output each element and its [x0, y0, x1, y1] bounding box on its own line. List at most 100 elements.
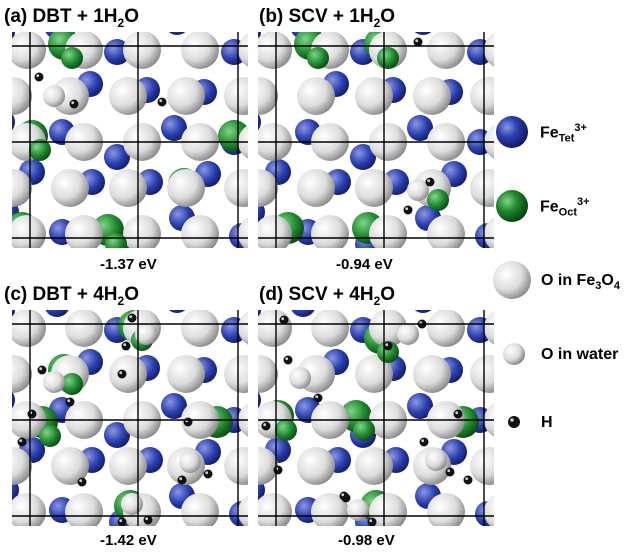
- h-atom-highlight: [79, 479, 83, 483]
- h-atom: [383, 341, 393, 351]
- o-fe3o4-atom: [258, 169, 278, 207]
- fe-tet-atom: [407, 115, 433, 141]
- h-atom-highlight: [19, 439, 23, 443]
- h-atom: [279, 315, 289, 325]
- fe-tet-atom: [168, 32, 186, 35]
- o-fe3o4-atom: [413, 77, 451, 115]
- o-fe3o4-atom: [12, 215, 46, 248]
- o-fe3o4-atom: [427, 310, 465, 347]
- fe-oct-atom: [427, 189, 449, 211]
- o-fe3o4-atom: [484, 495, 494, 526]
- o-fe3o4-atom: [258, 447, 278, 485]
- o-fe3o4-atom: [12, 493, 46, 526]
- o-fe3o4-atom: [12, 310, 46, 347]
- fe-tet-atom: [407, 393, 433, 419]
- o-fe3o4-atom: [12, 355, 32, 393]
- h-atom: [37, 365, 47, 375]
- o-fe3o4-atom: [258, 215, 292, 248]
- o-fe3o4-atom: [51, 169, 89, 207]
- o-fe3o4-atom: [427, 493, 465, 526]
- panel-a-title: (a) DBT + 1H2O: [4, 6, 139, 30]
- h-atom-highlight: [315, 395, 319, 399]
- o-fe3o4-atom: [470, 355, 494, 393]
- o-fe3o4-atom: [224, 355, 248, 393]
- fe-tet-atom: [168, 310, 186, 313]
- fe-tet-atom: [161, 115, 187, 141]
- o-fe3o4-atom: [484, 217, 494, 248]
- o-fe3o4-atom: [258, 493, 292, 526]
- o-fe3o4-legend-label: O in Fe3O4: [541, 272, 620, 293]
- h-atom-highlight: [285, 357, 289, 361]
- fe-tet-atom: [414, 310, 432, 313]
- fe-oct-atom: [377, 47, 399, 69]
- h-atom-highlight: [71, 101, 75, 105]
- o-fe3o4-atom: [109, 355, 147, 393]
- fe-tet-atom: [45, 310, 69, 317]
- fe-tet-atom: [12, 113, 15, 131]
- h-atom-highlight: [36, 74, 40, 78]
- h-atom-highlight: [39, 367, 43, 371]
- o-fe3o4-atom: [297, 77, 335, 115]
- h-atom-highlight: [455, 411, 459, 415]
- h-atom: [183, 417, 193, 427]
- panel-d-title: (d) SCV + 4H2O: [259, 284, 396, 308]
- o-fe3o4-atom: [12, 77, 32, 115]
- h-atom: [17, 437, 27, 447]
- slab-model-d: [258, 310, 494, 526]
- o-water-legend-label: O in water: [541, 346, 619, 363]
- o-fe3o4-legend-sphere: [493, 261, 531, 299]
- h-atom: [453, 409, 463, 419]
- h-atom-highlight: [119, 519, 123, 523]
- fe-tet-atom: [104, 144, 130, 170]
- o-fe3o4-atom: [123, 32, 161, 69]
- o-fe3o4-atom: [258, 77, 278, 115]
- h-atom: [69, 99, 79, 109]
- fe-tet-atom: [12, 391, 15, 409]
- fe-tet-atom: [104, 422, 130, 448]
- o-water-atom: [43, 371, 65, 393]
- o-fe3o4-atom: [413, 355, 451, 393]
- panel-b-energy: -0.94 eV: [336, 256, 393, 273]
- h-atom-highlight: [281, 317, 285, 321]
- h-atom: [117, 517, 127, 526]
- h-atom-highlight: [385, 343, 389, 347]
- fe-oct-atom: [275, 419, 297, 441]
- fe-oct-legend-label: FeOct3+: [540, 196, 590, 219]
- o-water-atom: [347, 499, 369, 521]
- h-atom: [313, 393, 323, 403]
- h-atom: [413, 37, 423, 47]
- h-atom: [203, 469, 213, 479]
- h-atom-highlight: [205, 471, 209, 475]
- panel-c-title: (c) DBT + 4H2O: [4, 284, 139, 308]
- o-fe3o4-atom: [12, 447, 32, 485]
- panel-d-energy: -0.98 eV: [338, 532, 395, 549]
- o-fe3o4-atom: [355, 447, 393, 485]
- fe-oct-atom: [353, 419, 375, 441]
- fe-oct-atom: [39, 425, 61, 447]
- o-fe3o4-atom: [12, 169, 32, 207]
- o-water-atom: [135, 323, 157, 345]
- o-fe3o4-atom: [470, 169, 494, 207]
- h-atom-highlight: [427, 179, 431, 183]
- o-water-legend-sphere: [503, 343, 525, 365]
- h-atom: [77, 477, 87, 487]
- h-atom: [339, 491, 349, 501]
- o-fe3o4-atom: [109, 77, 147, 115]
- panel-c-energy: -1.42 eV: [100, 532, 157, 549]
- o-water-atom: [397, 323, 419, 345]
- o-fe3o4-atom: [297, 447, 335, 485]
- h-atom: [117, 369, 127, 379]
- o-water-atom: [289, 367, 311, 389]
- o-fe3o4-atom: [238, 33, 248, 67]
- o-fe3o4-atom: [51, 447, 89, 485]
- o-fe3o4-atom: [109, 169, 147, 207]
- o-fe3o4-atom: [109, 447, 147, 485]
- o-fe3o4-atom: [484, 33, 494, 67]
- h-atom: [283, 355, 293, 365]
- h-atom-highlight: [67, 399, 71, 403]
- h-atom-highlight: [159, 99, 163, 103]
- slab-model-c: [12, 310, 248, 526]
- o-fe3o4-atom: [224, 447, 248, 485]
- h-atom: [177, 475, 187, 485]
- o-fe3o4-atom: [51, 77, 89, 115]
